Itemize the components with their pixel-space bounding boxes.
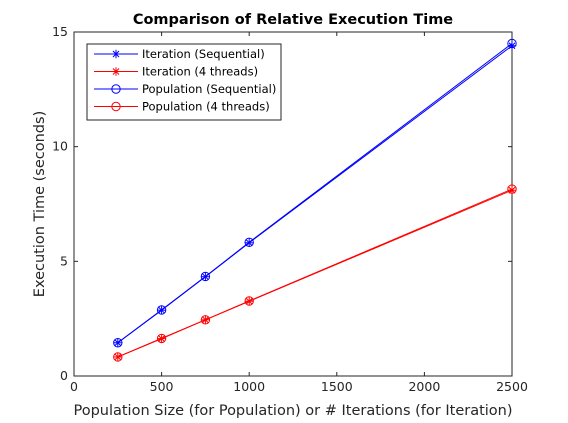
legend-label: Iteration (Sequential) [142,47,265,61]
circle-marker [156,333,167,344]
legend-item: Population (4 threads) [94,100,270,114]
x-axis-label: Population Size (for Population) or # It… [73,403,512,419]
legend: Iteration (Sequential) Iteration (4 threa… [86,43,282,121]
y-tick-label: 0 [60,368,68,383]
marker-circle [111,101,121,112]
circle-marker [111,101,121,112]
marker-circle [156,305,167,315]
x-tick-label: 1500 [321,379,353,394]
marker-stroke [112,50,120,58]
marker-circle [507,184,517,194]
marker-circle [113,338,123,348]
series-3 [113,184,517,362]
legend-item: Population (Sequential) [94,82,276,96]
circle-marker [156,305,167,315]
circle-marker [507,184,517,194]
plot-series [113,38,517,362]
series-line [117,43,513,344]
marker-stroke [508,42,516,50]
circle-marker [111,84,121,94]
circle-marker [200,315,211,325]
marker-stroke [112,68,120,75]
marker-stroke [508,186,516,194]
marker-circle [200,271,211,282]
x-tick-label: 0 [70,379,78,394]
marker-circle [244,237,254,247]
circle-marker [113,352,123,362]
y-tick-label: 10 [52,139,68,154]
circle-marker [113,338,123,348]
asterisk-marker [111,49,121,59]
circle-marker [244,296,254,306]
y-tick-label: 5 [60,253,68,268]
circle-marker [244,237,254,247]
circle-marker [507,38,517,49]
marker-circle [507,38,517,49]
legend-label: Population (4 threads) [142,100,270,114]
x-tick-label: 2500 [496,379,528,394]
legend-item: Iteration (4 threads) [94,65,258,79]
x-tick-label: 2000 [408,379,440,394]
axis-ticks: 0 500 1000 1500 2000 2500 0 5 10 15 [52,24,528,394]
marker-circle [200,315,211,325]
series-line [117,188,513,358]
x-tick-label: 500 [150,379,174,394]
marker-circle [156,333,167,344]
asterisk-marker [111,67,121,76]
circle-marker [200,271,211,282]
marker-circle [113,352,123,362]
y-axis-label: Execution Time (seconds) [32,111,48,297]
legend-label: Population (Sequential) [142,82,276,96]
x-tick-label: 1000 [233,379,265,394]
marker-circle [111,84,121,94]
legend-item: Iteration (Sequential) [94,47,265,61]
chart-title: Comparison of Relative Execution Time [133,12,453,28]
y-tick-label: 15 [52,24,68,39]
series-2 [113,38,517,348]
marker-circle [244,296,254,306]
legend-label: Iteration (4 threads) [142,65,258,79]
